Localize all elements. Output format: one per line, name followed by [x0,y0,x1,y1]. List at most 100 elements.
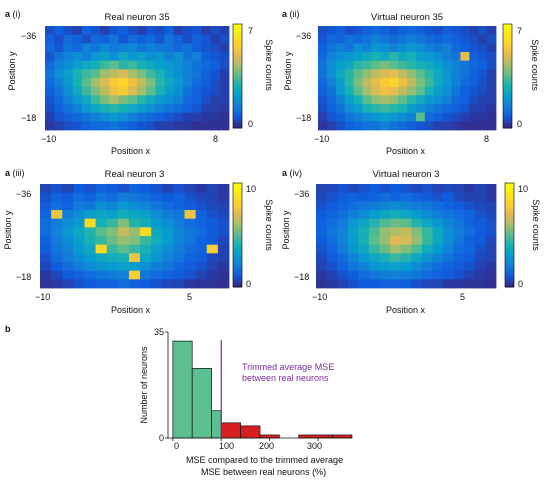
histogram-bar [298,434,333,439]
heatmap-cell [337,244,349,254]
colorbar-segment [233,219,242,223]
colorbar-segment [233,245,242,249]
heatmap-cell [379,184,391,194]
heatmap-cell [201,69,211,79]
colorbar-segment [233,281,242,285]
xlabel-iv: Position x [386,305,426,315]
panel-sub: (i) [12,9,21,19]
heatmap-cell [54,95,64,105]
colorbar-segment [503,52,512,56]
colorbar-segment [505,261,514,265]
xtick-left-iii: −10 [35,292,51,302]
heatmap-cell [63,34,73,44]
colorbar-segment [505,276,514,280]
colorbar-segment [233,253,242,257]
heatmap-cell [347,227,359,237]
colorbar-segment [233,248,242,252]
colorbar-ii [502,23,513,129]
heatmap-cell [433,43,443,53]
heatmap-cell [164,43,175,53]
heatmap-cell [210,69,221,79]
heatmap-cell [368,210,380,220]
heatmap-cell [118,86,129,96]
heatmap-cell [217,184,230,194]
heatmap-cell [443,270,455,280]
heatmap-cell [353,112,363,122]
heatmap-cell [51,279,63,289]
heatmap-cell [433,52,443,62]
heatmap-cell [318,104,328,114]
heatmap-cell [474,262,486,272]
heatmap-cell [155,121,165,131]
panel-sub: (ii) [289,9,300,19]
heatmap-cell [358,192,370,202]
heatmap-cell [415,69,426,79]
colorbar-segment [233,250,242,254]
colorbar-segment [505,284,514,288]
colorbar-segment [233,31,242,35]
colorbar-segment [505,242,514,246]
hist-xtick-100: 100 [219,441,235,451]
heatmap-cell [415,95,426,105]
heatmap-cell [151,184,163,194]
heatmap-cell [127,43,138,53]
hist-ylabel: Number of neurons [139,346,149,424]
heatmap-cell [100,34,110,44]
heatmap-cell [63,104,73,114]
heatmap-cell [201,34,211,44]
colorbar-segment [233,34,242,38]
heatmap-cell [219,78,230,88]
heatmap-cell [398,78,408,88]
heatmap-cell [219,43,230,53]
heatmap-cell [398,69,408,79]
heatmap-cell [127,121,138,131]
heatmap-cell [155,86,165,96]
heatmap-cell [195,210,208,220]
heatmap-cell [390,201,402,211]
heatmap-cell [353,86,363,96]
heatmap-cell [162,210,174,220]
colorbar-border [502,23,513,129]
heatmap-cell [379,270,391,280]
colorbar-segment [505,268,514,272]
colorbar-segment [233,224,242,228]
heatmap-cell [128,279,141,289]
heatmap-cell [432,210,444,220]
heatmap-cell [337,227,349,237]
heatmap-cell [368,184,380,194]
heatmap-cell [415,43,426,53]
heatmap-cell [487,52,497,62]
colorbar-segment [505,222,514,226]
heatmap-cell [217,270,230,280]
colorbar-segment [233,229,242,233]
heatmap-cell [478,43,488,53]
heatmap-cell [151,270,163,280]
heatmap-cell [389,86,399,96]
heatmap-cell [140,201,152,211]
colorbar-segment [503,60,512,64]
heatmap-ii [318,26,497,131]
histogram-bar [259,434,280,439]
heatmap-cell [407,43,417,53]
heatmap-cell [380,112,390,122]
heatmap-cell [389,112,399,122]
heatmap-cell [162,279,174,289]
heatmap-cell [469,69,479,79]
heatmap-cell [45,78,55,88]
heatmap-cell [316,270,327,280]
heatmap-cell [353,78,363,88]
colorbar-segment [233,279,242,283]
hist-xtick-300: 300 [307,441,323,451]
heatmap-cell [95,210,108,220]
colorbar-segment [233,240,242,244]
heatmap-cell [173,270,185,280]
heatmap-cell [326,95,337,105]
heatmap-cell [411,244,423,254]
colorbar-segment [505,183,514,187]
heatmap-cell [72,52,83,62]
heatmap-cell [362,95,372,105]
heatmap-cell [146,95,156,105]
histogram-bar [332,434,353,439]
heatmap-cell [407,78,417,88]
heatmap-cell [424,95,435,105]
